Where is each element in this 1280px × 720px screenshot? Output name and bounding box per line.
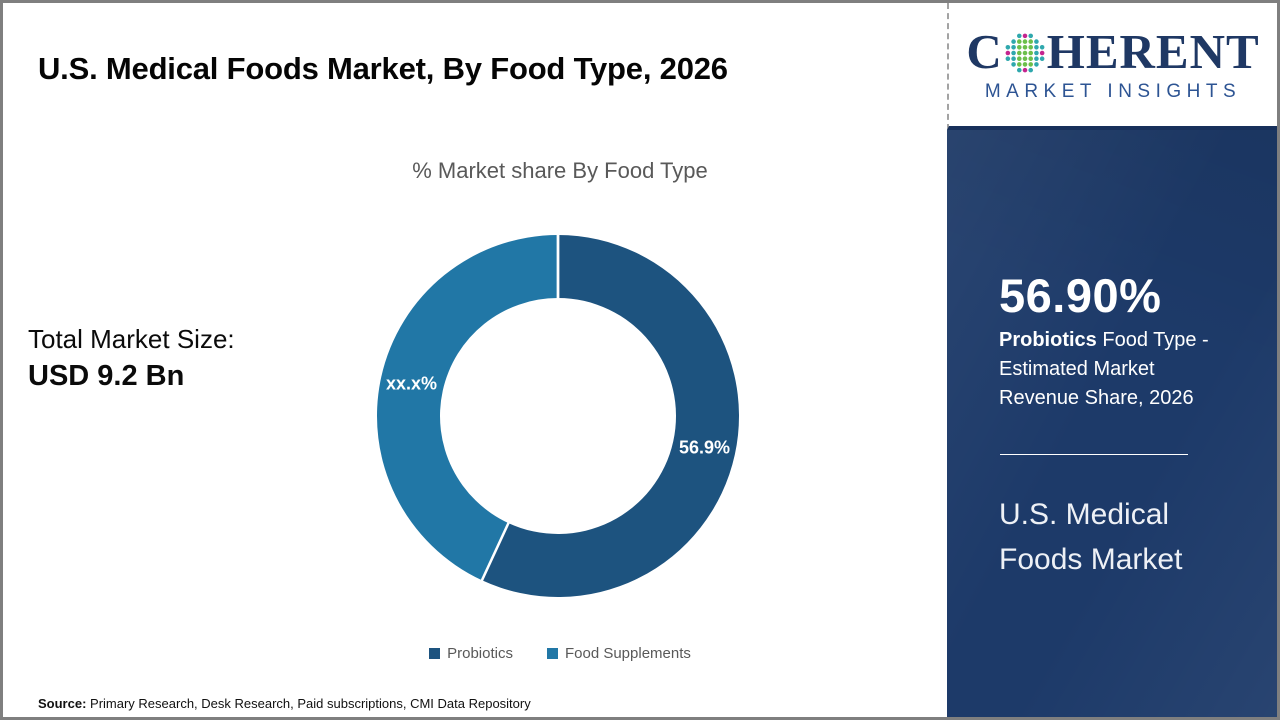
legend-item-probiotics: Probiotics <box>429 645 513 662</box>
source-text: Primary Research, Desk Research, Paid su… <box>86 696 531 711</box>
donut-slice-food-supplements <box>377 235 558 581</box>
brand-word-start: C <box>966 23 1003 79</box>
legend-swatch-icon <box>546 648 558 659</box>
chart-title: % Market share By Food Type <box>412 158 708 183</box>
globe-dot <box>1005 56 1010 61</box>
globe-dot <box>1039 50 1045 56</box>
globe-dot <box>1011 50 1016 56</box>
sidebar-divider <box>1000 454 1188 455</box>
slice-separator <box>479 520 511 583</box>
globe-dot <box>1016 50 1022 56</box>
globe-dot <box>1028 62 1033 67</box>
globe-dot <box>1016 67 1022 73</box>
donut-slice-probiotics <box>481 235 739 597</box>
brand-word-end: HERENT <box>1046 23 1260 79</box>
globe-dot <box>1022 50 1028 56</box>
legend-swatch-icon <box>429 648 441 659</box>
globe-dot <box>1016 33 1022 39</box>
globe-dot <box>1011 62 1016 67</box>
donut-chart-svg <box>377 233 739 597</box>
globe-dot <box>1039 56 1045 61</box>
globe-dot <box>1022 33 1028 39</box>
globe-dot <box>1016 45 1022 50</box>
globe-dot <box>1022 56 1028 61</box>
source-label: Source: <box>38 696 87 711</box>
globe-dot <box>1011 45 1016 50</box>
globe-dot <box>1033 45 1039 50</box>
coherent-globe-icon <box>1005 33 1045 73</box>
brand-logo: C HERENT MARKET INSIGHTS <box>947 3 1277 130</box>
globe-dot <box>1022 39 1028 44</box>
highlight-sidebar: 56.90% Probiotics Food Type - Estimated … <box>947 130 1277 717</box>
globe-dot <box>1028 33 1033 39</box>
globe-dot <box>1011 39 1016 44</box>
sidebar-market-title: U.S. Medical Foods Market <box>999 498 1183 576</box>
brand-wordmark: C HERENT <box>966 27 1259 76</box>
globe-dot <box>1028 50 1033 56</box>
stat-description-rest: Food Type - Estimated Market Revenue Sha… <box>999 329 1209 409</box>
total-market-label: Total Market Size: <box>28 324 235 354</box>
globe-dot <box>1039 45 1045 50</box>
globe-dot <box>1011 56 1016 61</box>
legend-item-food-supplements: Food Supplements <box>546 645 691 662</box>
globe-dot <box>1028 45 1033 50</box>
total-market-block: Total Market Size: USD 9.2 Bn <box>28 324 235 393</box>
chart-legend: Probiotics Food Supplements <box>170 645 950 662</box>
page-title: U.S. Medical Foods Market, By Food Type,… <box>38 50 728 86</box>
stat-description: Probiotics Food Type - Estimated Market … <box>999 326 1227 413</box>
legend-label: Probiotics <box>447 645 513 662</box>
globe-dot <box>1033 50 1039 56</box>
globe-dot <box>1022 62 1028 67</box>
globe-dot <box>1016 39 1022 44</box>
globe-dot <box>1022 67 1028 73</box>
source-note: Source: Primary Research, Desk Research,… <box>38 696 531 711</box>
brand-tagline: MARKET INSIGHTS <box>984 80 1242 102</box>
globe-dot <box>1005 50 1010 56</box>
globe-dot <box>1028 56 1033 61</box>
globe-dot <box>1005 45 1010 50</box>
globe-dot <box>1016 56 1022 61</box>
globe-dot <box>1022 45 1028 50</box>
globe-dot <box>1033 39 1039 44</box>
globe-dot <box>1028 39 1033 44</box>
globe-dot <box>1033 62 1039 67</box>
globe-dot <box>1028 67 1033 73</box>
globe-dot <box>1033 56 1039 61</box>
legend-label: Food Supplements <box>564 645 691 662</box>
total-market-value: USD 9.2 Bn <box>28 360 185 392</box>
slice-label-food-supplements: xx.x% <box>385 373 438 394</box>
stat-description-segment: Probiotics <box>999 329 1097 351</box>
slice-label-probiotics: 56.9% <box>678 437 731 458</box>
donut-chart: 56.9% xx.x% <box>368 226 748 606</box>
globe-dot <box>1016 62 1022 67</box>
stat-value: 56.90% <box>999 269 1162 322</box>
